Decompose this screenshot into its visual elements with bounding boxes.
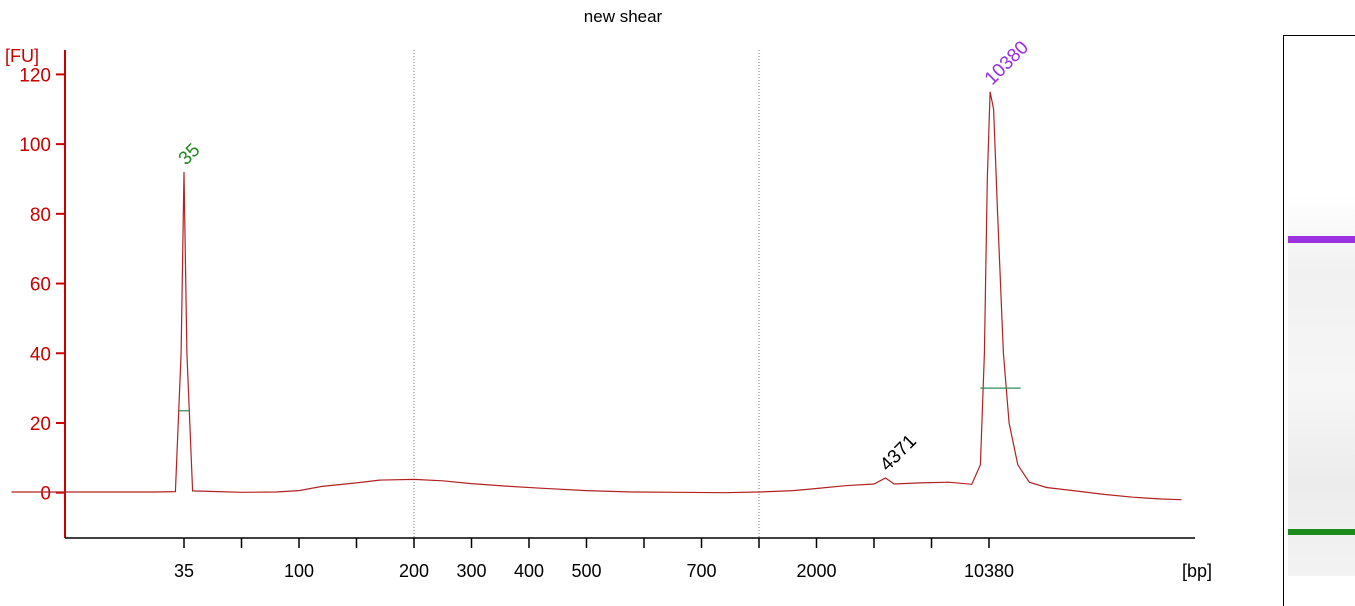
y-tick-label-2: 40 [30, 344, 51, 365]
y-tick-label-1: 20 [30, 414, 51, 435]
x-axis: 35 100 200 300 400 500 700 2000 10380 [65, 537, 1195, 581]
gel-image [1283, 35, 1355, 606]
y-tick-label-4: 80 [30, 205, 51, 226]
peak-markers [178, 387, 1021, 412]
series-group [11, 91, 1182, 501]
y-tick-label-3: 60 [30, 275, 51, 296]
x-tick-label-14: 10380 [964, 561, 1014, 581]
x-tick-label-5: 300 [456, 561, 486, 581]
electropherogram-chart: new shear [FU] [bp] 0 20 40 60 80 100 120 35 10… [5, 7, 1212, 581]
y-axis: 0 20 40 60 80 100 120 [19, 50, 66, 538]
gel-lane [1288, 196, 1355, 576]
x-tick-label-9: 700 [686, 561, 716, 581]
chart-title: new shear [584, 7, 663, 26]
y-tick-label-0: 0 [40, 484, 51, 505]
x-tick-label-6: 400 [514, 561, 544, 581]
y-tick-label-5: 100 [19, 135, 51, 156]
x-tick-label-0: 35 [174, 561, 194, 581]
peak-label-2: 10380 [981, 37, 1033, 89]
y-tick-label-6: 120 [19, 65, 51, 86]
x-tick-label-7: 500 [571, 561, 601, 581]
series-line-0 [11, 91, 1182, 501]
peak-label-0: 35 [175, 140, 205, 170]
y-axis-label: [FU] [5, 46, 39, 66]
x-tick-label-4: 200 [399, 561, 429, 581]
gel-band-lower-marker [1288, 529, 1355, 535]
x-tick-label-11: 2000 [796, 561, 836, 581]
gel-band-upper-marker [1288, 236, 1355, 243]
x-axis-label: [bp] [1182, 561, 1212, 581]
peak-label-1: 4371 [876, 431, 921, 476]
peak-labels: 35 4371 10380 [175, 37, 1033, 475]
x-tick-label-2: 100 [284, 561, 314, 581]
region-lines [413, 50, 760, 538]
